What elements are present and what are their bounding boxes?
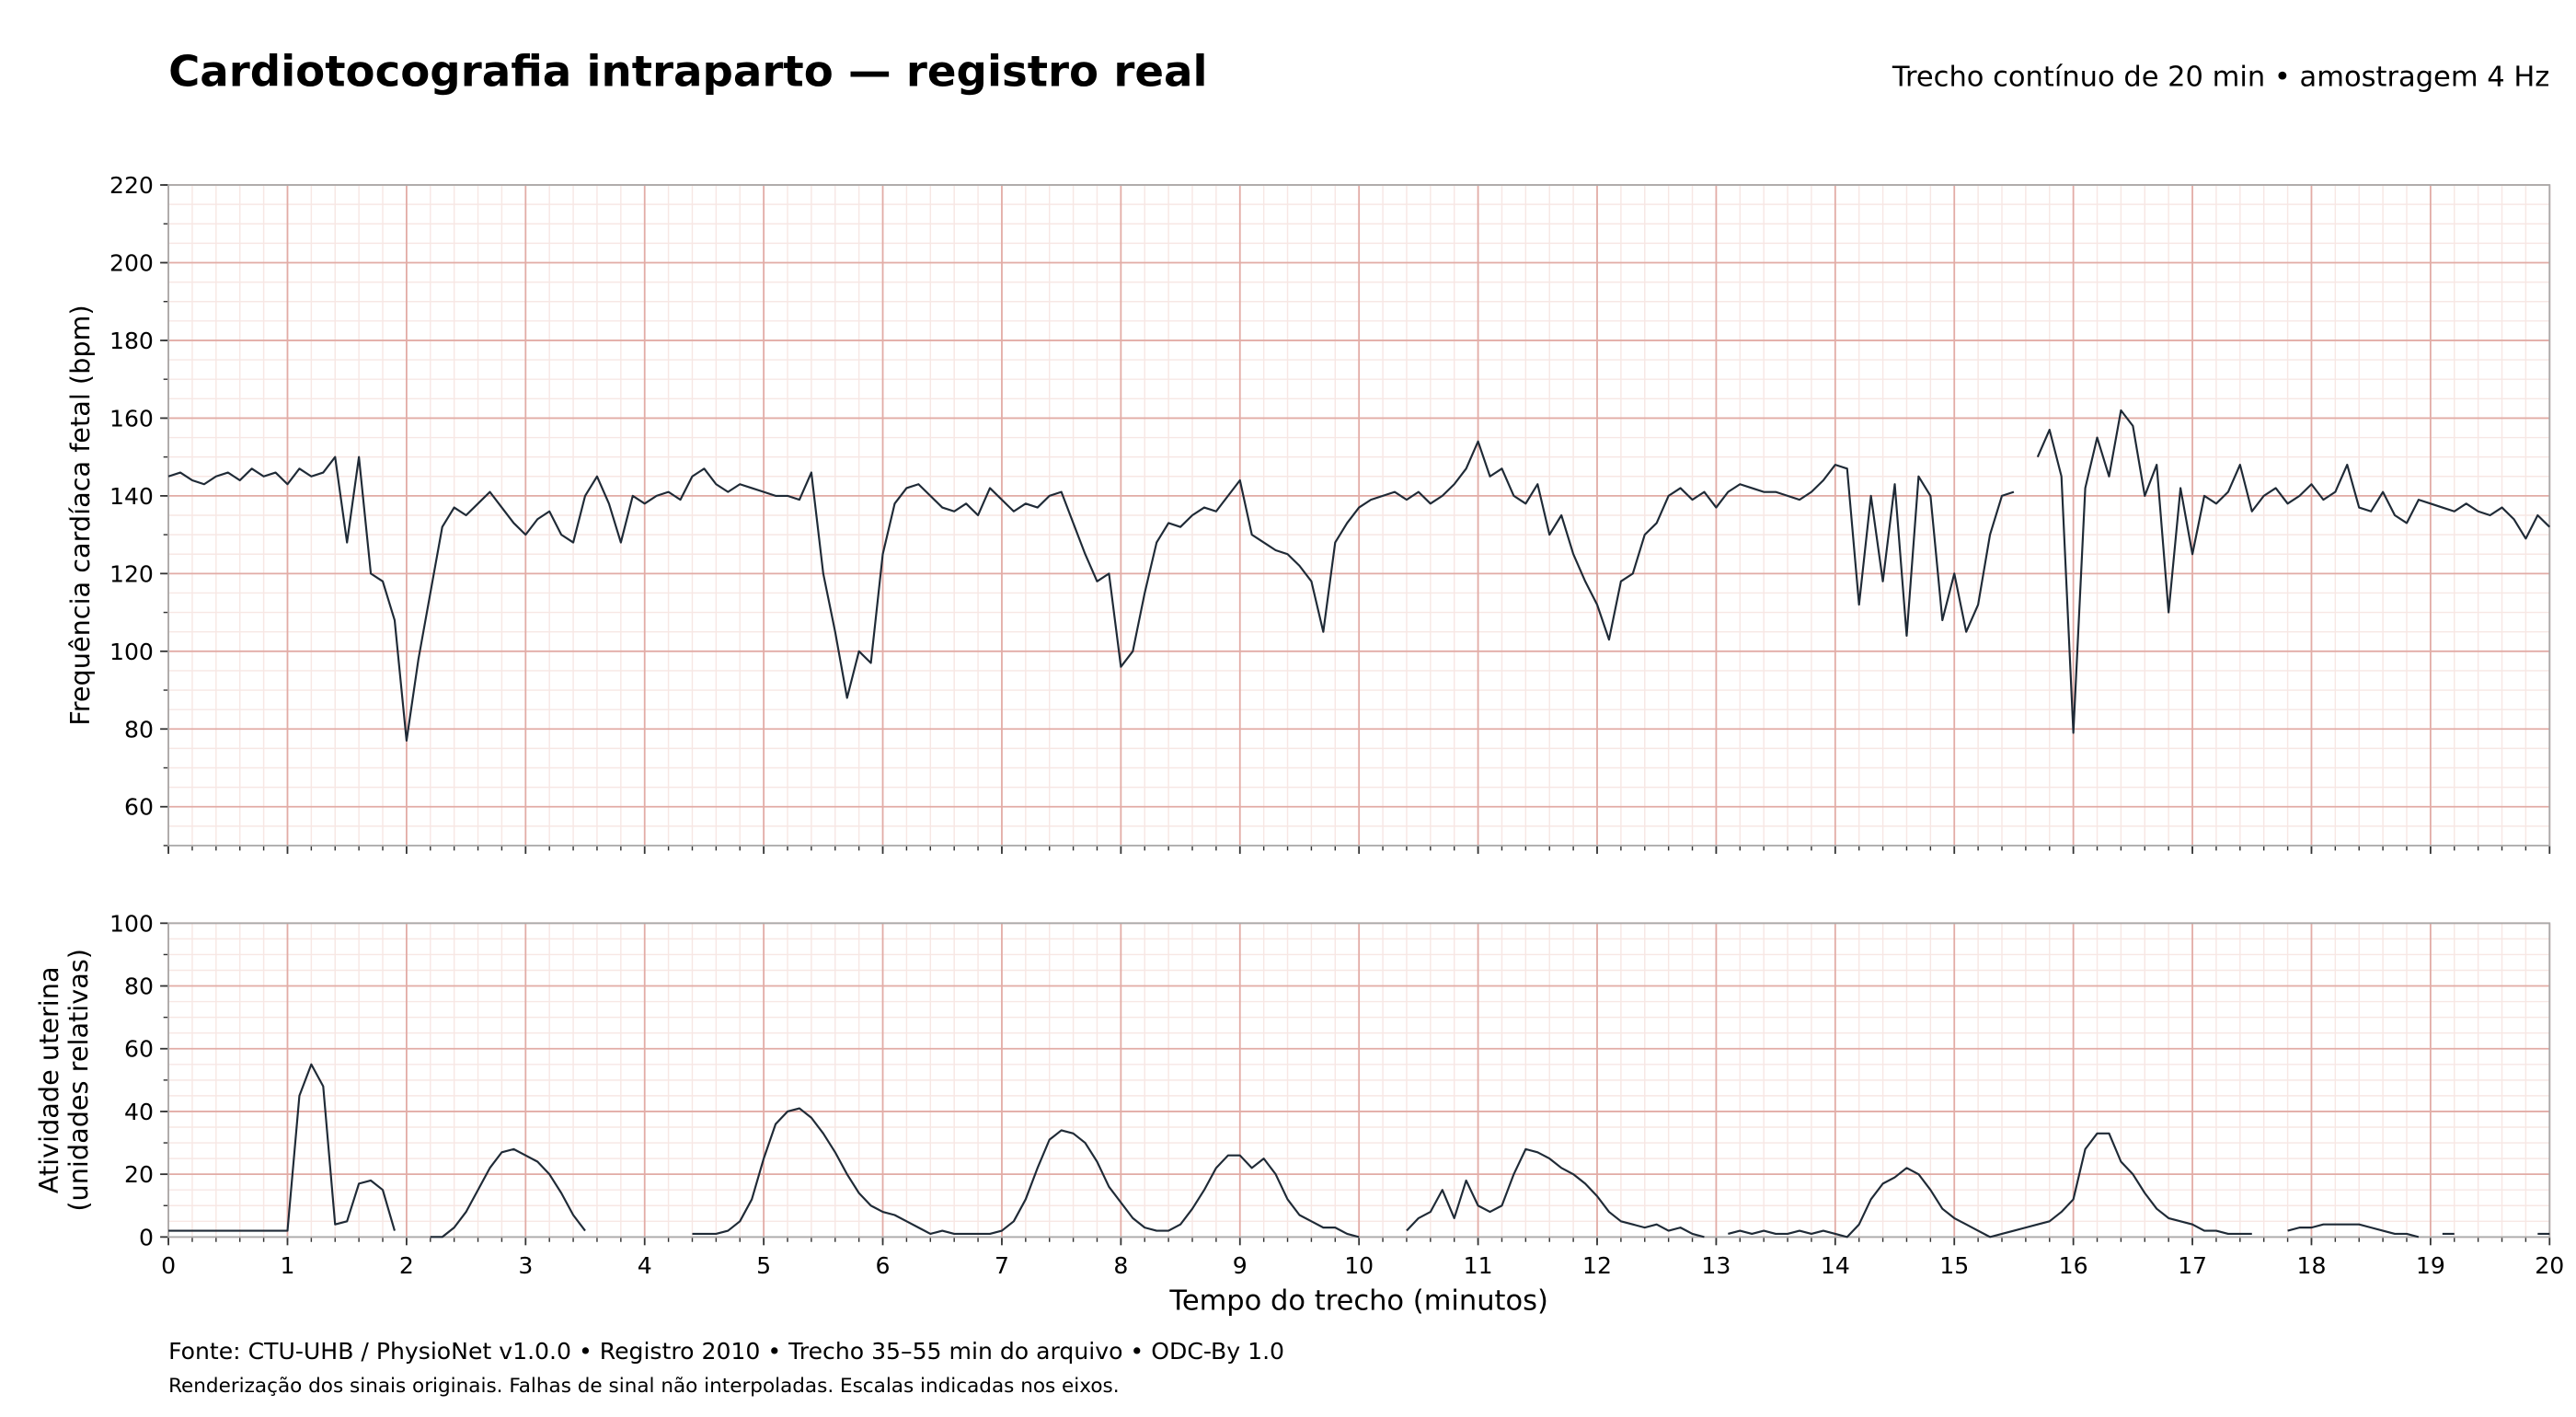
x-tick-label: 0 xyxy=(161,1252,176,1279)
footnote: Renderização dos sinais originais. Falha… xyxy=(168,1375,1119,1398)
y-tick-label: 200 xyxy=(109,249,154,276)
plot-frame xyxy=(167,184,2551,847)
x-tick-label: 3 xyxy=(518,1252,533,1279)
x-tick-label: 15 xyxy=(1939,1252,1969,1279)
chart-subtitle: Trecho contínuo de 20 min • amostragem 4… xyxy=(1892,61,2549,93)
y-tick-label: 80 xyxy=(124,973,154,1000)
y-tick-label: 140 xyxy=(109,483,154,510)
y-tick-label: 40 xyxy=(124,1099,154,1125)
x-tick-label: 1 xyxy=(280,1252,294,1279)
x-tick-label: 2 xyxy=(399,1252,414,1279)
y-tick-label: 20 xyxy=(124,1161,154,1188)
y-tick-label: 180 xyxy=(109,328,154,354)
x-tick-label: 14 xyxy=(1821,1252,1850,1279)
signal-trace xyxy=(168,1063,2550,1238)
x-tick-label: 8 xyxy=(1113,1252,1128,1279)
y-axis-label: Atividade uterina(unidades relativas) xyxy=(33,949,94,1212)
y-tick-label: 0 xyxy=(139,1224,154,1250)
y-tick-label: 100 xyxy=(109,910,154,937)
x-tick-label: 20 xyxy=(2535,1252,2564,1279)
y-tick-label: 220 xyxy=(109,172,154,199)
x-tick-label: 11 xyxy=(1464,1252,1493,1279)
panel: 0 1 2 3 4 5 6 7 8 9 10 11 12 13 14 15 16 17 18 19 2002040608… xyxy=(33,910,2564,1317)
y-tick-label: 160 xyxy=(109,405,154,432)
x-tick-label: 7 xyxy=(995,1252,1009,1279)
x-tick-label: 4 xyxy=(638,1252,652,1279)
chart-title: Cardiotocografia intraparto — registro r… xyxy=(168,47,1207,97)
x-tick-label: 18 xyxy=(2296,1252,2326,1279)
x-tick-label: 5 xyxy=(756,1252,771,1279)
source-note: Fonte: CTU-UHB / PhysioNet v1.0.0 • Regi… xyxy=(168,1338,1284,1365)
y-tick-label: 60 xyxy=(124,794,154,821)
x-tick-label: 6 xyxy=(876,1252,891,1279)
signal-trace xyxy=(167,409,2551,743)
y-axis-label: Frequência cardíaca fetal (bpm) xyxy=(64,305,96,725)
y-tick-label: 100 xyxy=(109,639,154,665)
y-tick-label: 120 xyxy=(109,560,154,587)
x-tick-label: 16 xyxy=(2059,1252,2088,1279)
x-tick-label: 12 xyxy=(1582,1252,1612,1279)
panel: 60 80 100 120 140 160 180 200 220 Frequência card… xyxy=(64,172,2551,854)
x-tick-label: 19 xyxy=(2416,1252,2445,1279)
x-tick-label: 10 xyxy=(1344,1252,1374,1279)
x-tick-label: 13 xyxy=(1701,1252,1731,1279)
x-axis-label: Tempo do trecho (minutos) xyxy=(1168,1285,1548,1317)
x-tick-label: 17 xyxy=(2178,1252,2207,1279)
y-tick-label: 60 xyxy=(124,1036,154,1063)
x-tick-label: 9 xyxy=(1233,1252,1248,1279)
y-tick-label: 80 xyxy=(124,716,154,743)
